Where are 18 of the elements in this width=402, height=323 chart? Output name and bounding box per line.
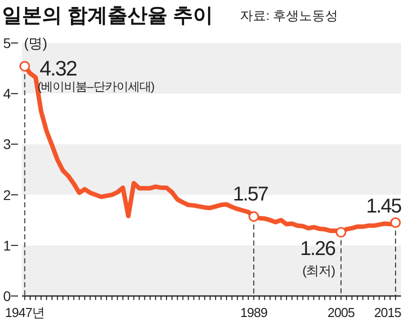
- annotation: 4.32: [40, 57, 77, 80]
- text: 자료: 후생노동성: [240, 8, 338, 23]
- x-tick-label: 2005: [328, 305, 355, 320]
- y-tick-label: 5: [3, 35, 12, 51]
- y-axis-title: (명): [24, 35, 48, 51]
- annotation: 1.57: [232, 184, 269, 206]
- x-tick-label: 2015: [374, 305, 402, 320]
- y-tick-label: 0: [3, 288, 12, 304]
- y-tick-label: 2: [3, 186, 12, 203]
- y-tick-label: 3: [3, 136, 12, 152]
- y-tick-label: 4: [3, 86, 12, 102]
- chart-title: 일본의 합계출산율 추이: [2, 5, 214, 27]
- x-tick-label: 1989: [240, 305, 268, 320]
- y-tick-label: 1: [3, 237, 12, 254]
- annotation: (최저): [302, 263, 336, 278]
- x-tick-label: 1947년: [5, 305, 44, 320]
- annotation: 1.45: [366, 196, 402, 218]
- annotation: 1.26: [300, 238, 336, 260]
